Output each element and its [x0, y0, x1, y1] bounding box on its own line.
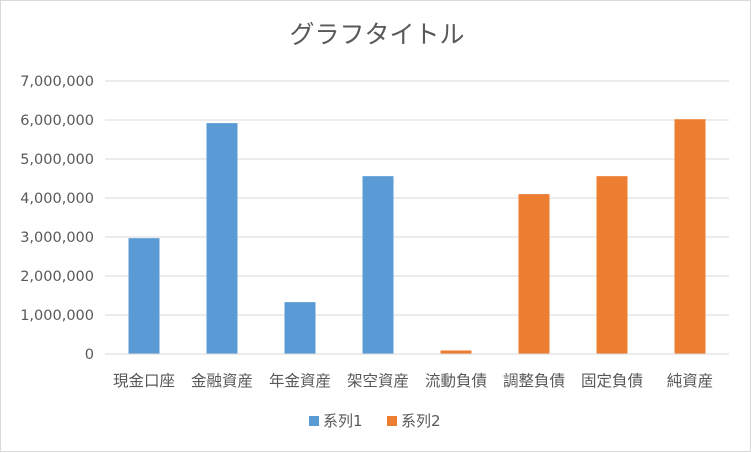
legend-swatch — [309, 416, 319, 426]
x-category-label: 架空資産 — [347, 372, 409, 390]
bar — [206, 123, 238, 355]
y-axis-ticks: 0 1,000,000 2,000,000 3,000,000 4,000,000 5,0… — [20, 74, 94, 363]
y-tick-label: 2,000,000 — [20, 269, 94, 285]
bar — [596, 176, 628, 354]
bar — [440, 350, 472, 354]
y-tick-label: 6,000,000 — [20, 113, 94, 129]
legend-swatch — [387, 416, 397, 426]
x-category-label: 調整負債 — [503, 372, 565, 390]
y-tick-label: 0 — [85, 347, 94, 363]
x-category-label: 流動負債 — [425, 372, 487, 390]
x-category-label: 金融資産 — [191, 372, 253, 390]
legend-label: 系列1 — [323, 412, 363, 430]
bars — [128, 119, 706, 355]
bar — [518, 194, 550, 354]
x-category-label: 現金口座 — [113, 372, 175, 390]
legend-label: 系列2 — [401, 412, 441, 430]
y-tick-label: 7,000,000 — [20, 74, 94, 90]
gridlines — [105, 80, 729, 316]
bar — [128, 238, 160, 354]
y-tick-label: 4,000,000 — [20, 191, 94, 207]
bar — [674, 119, 706, 354]
y-tick-label: 3,000,000 — [20, 230, 94, 246]
legend: 系列1 系列2 — [309, 412, 441, 430]
y-tick-label: 5,000,000 — [20, 152, 94, 168]
bar — [284, 302, 316, 354]
y-tick-label: 1,000,000 — [20, 308, 94, 324]
x-category-label: 純資産 — [667, 372, 714, 390]
x-axis-categories: 現金口座 金融資産 年金資産 架空資産 流動負債 調整負債 固定負債 純資産 — [113, 372, 713, 390]
bar — [362, 176, 394, 354]
x-category-label: 年金資産 — [269, 372, 331, 390]
chart-title: グラフタイトル — [289, 20, 464, 49]
x-category-label: 固定負債 — [581, 372, 643, 390]
